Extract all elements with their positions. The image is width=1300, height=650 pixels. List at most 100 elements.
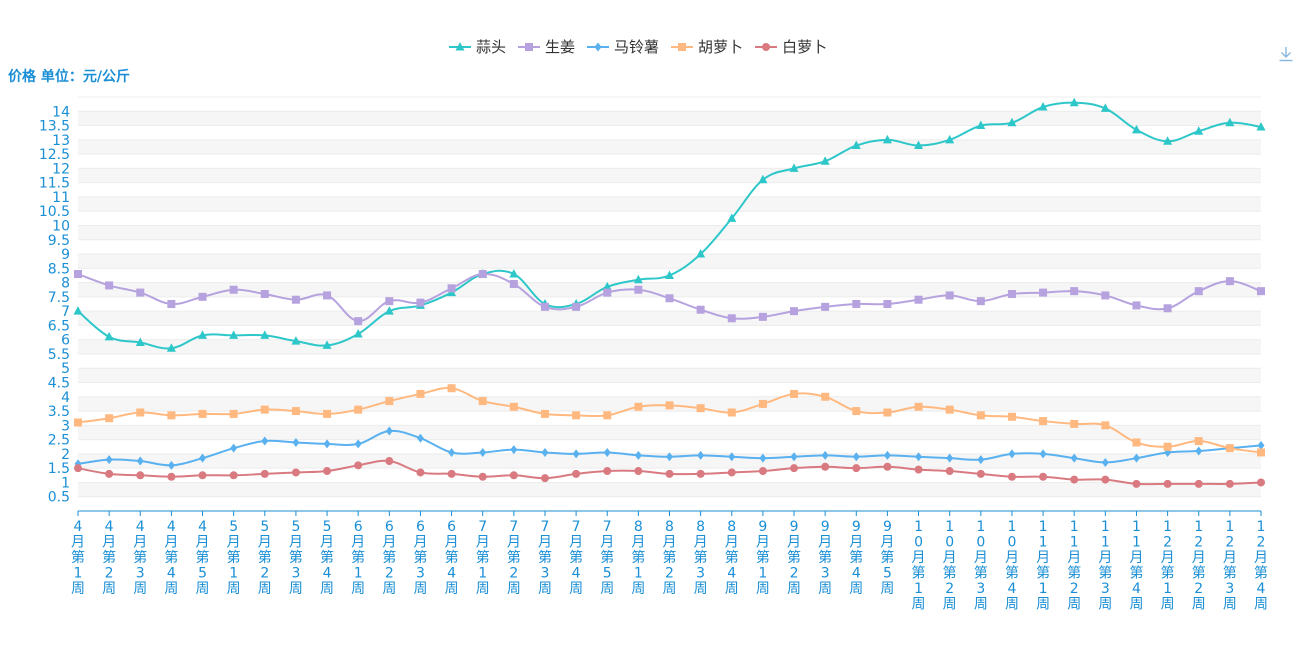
data-point <box>323 291 332 300</box>
data-point <box>416 298 425 307</box>
data-point <box>1225 117 1235 127</box>
y-tick-label: 13.5 <box>39 119 70 135</box>
x-tick-label: 6 月第 4 周 <box>445 519 459 597</box>
data-point <box>821 450 829 460</box>
data-point <box>1101 457 1109 467</box>
data-point <box>914 140 924 150</box>
data-point <box>572 449 580 459</box>
x-tick-label: 4 月第 1 周 <box>71 519 85 597</box>
data-point <box>323 467 332 476</box>
legend-item[interactable]: 蒜头 <box>449 36 506 57</box>
data-point <box>167 472 176 481</box>
data-point <box>697 450 705 460</box>
data-point <box>946 453 954 463</box>
grid-bands <box>78 111 1261 497</box>
data-point <box>74 464 82 473</box>
legend-item[interactable]: 胡萝卜 <box>671 36 743 57</box>
data-point <box>665 401 674 410</box>
data-point <box>260 405 269 414</box>
data-point <box>603 288 612 297</box>
data-point <box>727 468 736 477</box>
data-point <box>665 294 674 303</box>
data-point <box>1101 291 1110 300</box>
y-tick-label: 13 <box>52 133 70 149</box>
data-point <box>945 134 955 144</box>
data-point <box>385 457 394 466</box>
data-point <box>198 292 207 301</box>
data-point <box>696 249 706 258</box>
y-tick-label: 2.5 <box>48 433 70 449</box>
data-point <box>447 384 456 393</box>
data-point <box>1257 478 1265 487</box>
data-point <box>198 471 207 480</box>
grid-band <box>78 339 1261 354</box>
y-tick-label: 12.5 <box>39 147 70 163</box>
download-icon[interactable] <box>1276 44 1296 64</box>
x-tick-label: 7 月第 1 周 <box>476 519 490 597</box>
data-point <box>603 447 611 457</box>
data-point <box>291 468 300 477</box>
data-point <box>354 317 363 326</box>
data-point <box>1070 475 1079 484</box>
data-point <box>229 285 238 294</box>
x-tick-label: 7 月第 4 周 <box>569 519 583 597</box>
y-tick-label: 1 <box>61 475 70 491</box>
data-point <box>136 288 145 297</box>
legend-marker <box>755 42 778 51</box>
legend-item[interactable]: 白萝卜 <box>755 36 827 57</box>
series-2 <box>74 426 1265 470</box>
legend-label: 生姜 <box>545 38 576 56</box>
data-point <box>260 330 270 339</box>
grid-band <box>78 111 1261 126</box>
data-point <box>1007 472 1016 481</box>
data-point <box>1008 449 1016 459</box>
data-point <box>572 302 581 311</box>
legend-marker-shape <box>525 42 534 51</box>
x-tick-label: 9 月第 5 周 <box>880 519 894 597</box>
data-point <box>1225 444 1234 453</box>
x-tick-label: 7 月第 3 周 <box>538 519 552 597</box>
legend-label: 胡萝卜 <box>698 38 744 56</box>
data-point <box>1163 479 1172 488</box>
data-point <box>758 399 767 408</box>
data-point <box>914 295 923 304</box>
y-tick-label: 10 <box>52 218 70 234</box>
data-point <box>1257 448 1265 457</box>
data-point <box>634 467 643 476</box>
y-tick-label: 4 <box>61 390 70 406</box>
data-point <box>914 402 923 411</box>
data-point <box>354 461 363 470</box>
data-point <box>790 389 799 398</box>
legend-item[interactable]: 生姜 <box>518 36 575 57</box>
x-tick-label: 1 2 月第 4 周 <box>1254 519 1268 613</box>
data-point <box>1195 446 1203 456</box>
x-tick-label: 6 月第 3 周 <box>413 519 427 597</box>
x-tick-label: 1 0 月第 2 周 <box>943 519 957 613</box>
data-point <box>105 281 114 290</box>
legend-marker-shape <box>678 42 687 51</box>
y-tick-label: 8 <box>61 276 70 292</box>
data-point <box>510 445 518 455</box>
x-tick-label: 8 月第 3 周 <box>694 519 708 597</box>
data-point <box>1038 101 1048 111</box>
data-point <box>727 408 736 417</box>
data-point <box>883 450 891 460</box>
data-point <box>136 408 145 417</box>
data-point <box>229 409 238 418</box>
data-point <box>167 300 176 308</box>
data-point <box>1039 417 1048 426</box>
data-point <box>230 443 238 453</box>
x-tick-label: 1 2 月第 2 周 <box>1192 519 1206 613</box>
x-tick-label: 4 月第 2 周 <box>102 519 116 597</box>
legend-marker <box>671 42 694 51</box>
data-point <box>540 474 549 483</box>
data-point <box>759 453 767 463</box>
legend-item[interactable]: 马铃薯 <box>587 36 659 57</box>
data-point <box>789 163 799 172</box>
data-point <box>1132 479 1141 488</box>
data-point <box>852 407 861 416</box>
data-point <box>416 389 425 398</box>
data-point <box>821 462 830 471</box>
data-point <box>1131 124 1141 134</box>
x-tick-label: 4 月第 5 周 <box>196 519 210 597</box>
